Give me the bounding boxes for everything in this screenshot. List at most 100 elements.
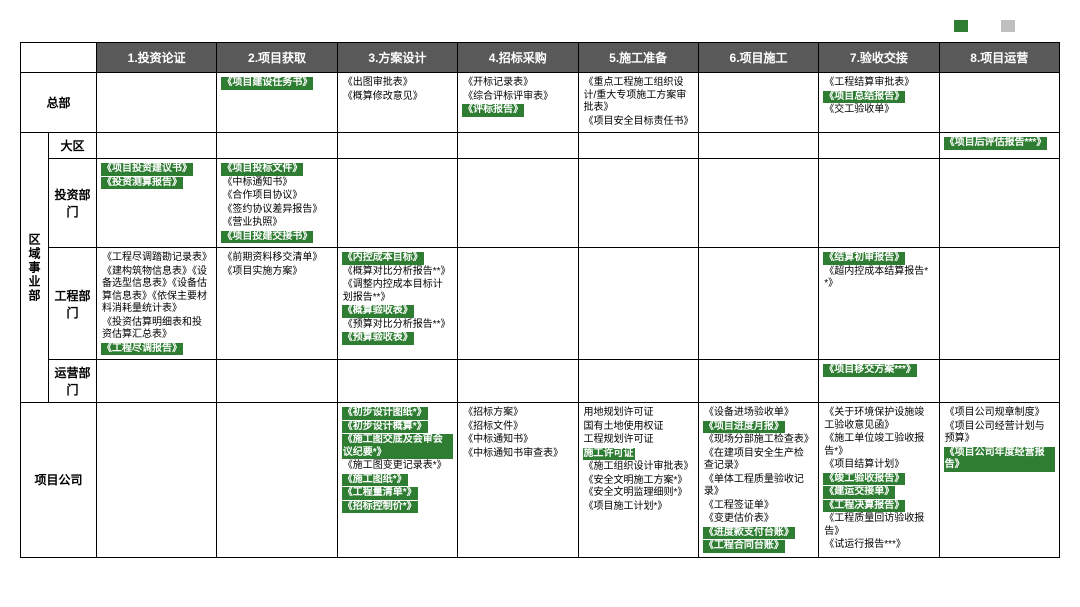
doc-item: 《现场分部施工检查表》 (703, 434, 814, 447)
cell: 《关于环境保护设施竣工验收意见函》《施工单位竣工验收报告*》《项目结算计划》《竣… (819, 403, 939, 558)
cell: 《开标记录表》《综合评标评审表》《评标报告》 (458, 73, 578, 133)
doc-item-highlight: 《初步设计图纸*》 (342, 407, 428, 420)
cell (97, 403, 217, 558)
cell (217, 360, 337, 403)
doc-item-highlight: 《初步设计概算*》 (342, 421, 428, 434)
doc-item: 《单体工程质量验收记录》 (703, 474, 814, 499)
doc-item: 《工程尽调踏勘记录表》 (101, 252, 212, 265)
table-row: 投资部门《项目投资建议书》《投资测算报告》《项目投标文件》《中标通知书》《合作项… (21, 159, 1060, 248)
doc-item: 《重点工程施工组织设计/重大专项施工方案审批表》 (583, 77, 694, 115)
doc-item-highlight: 《预算验收表》 (342, 332, 414, 345)
doc-item: 《出图审批表》 (342, 77, 414, 90)
doc-item: 《预算对比分析报告**》 (342, 319, 452, 332)
cell: 《前期资料移交清单》《项目实施方案》 (217, 248, 337, 360)
cell (337, 360, 457, 403)
doc-item-highlight: 《施工图交底及会审会议纪要*》 (342, 434, 453, 459)
doc-item: 《交工验收单》 (823, 104, 895, 117)
col-7: 7.验收交接 (819, 43, 939, 73)
subrow-label: 大区 (49, 133, 97, 159)
cell: 《项目投标文件》《中标通知书》《合作项目协议》《签约协议差异报告》《营业执照》《… (217, 159, 337, 248)
cell: 《结算初审报告》《超内控成本结算报告**》 (819, 248, 939, 360)
rowgroup-label: 项目公司 (21, 403, 97, 558)
table-row: 项目公司《初步设计图纸*》《初步设计概算*》《施工图交底及会审会议纪要*》《施工… (21, 403, 1060, 558)
cell (97, 73, 217, 133)
doc-item-highlight: 《评标报告》 (462, 104, 524, 117)
cell (458, 159, 578, 248)
cell: 《工程结算审批表》《项目总结报告》《交工验收单》 (819, 73, 939, 133)
table-row: 运营部门《项目移交方案***》 (21, 360, 1060, 403)
doc-item: 《概算修改意见》 (342, 91, 424, 104)
cell: 《项目公司规章制度》《项目公司经营计划与预算》《项目公司年度经营报告》 (939, 403, 1059, 558)
doc-item-highlight: 《项目移交方案***》 (823, 364, 917, 377)
doc-item: 工程规划许可证 (583, 434, 655, 447)
doc-item: 《在建项目安全生产检查记录》 (703, 448, 814, 473)
cell (578, 360, 698, 403)
cell (939, 73, 1059, 133)
cell (698, 360, 818, 403)
doc-item-highlight: 《项目总结报告》 (823, 91, 905, 104)
col-2: 2.项目获取 (217, 43, 337, 73)
subrow-label: 工程部门 (49, 248, 97, 360)
cell (458, 248, 578, 360)
table-row: 区域事业部大区《项目后评估报告***》 (21, 133, 1060, 159)
doc-item: 《项目实施方案》 (221, 266, 303, 279)
doc-item-highlight: 《工程尽调报告》 (101, 343, 183, 356)
col-1: 1.投资论证 (97, 43, 217, 73)
cell (217, 133, 337, 159)
doc-item: 《施工组织设计审批表》 (583, 461, 694, 474)
doc-item-highlight: 《项目投建交接书》 (221, 231, 313, 244)
cell: 《初步设计图纸*》《初步设计概算*》《施工图交底及会审会议纪要*》《施工图变更记… (337, 403, 457, 558)
doc-item-highlight: 《建运交接单》 (823, 486, 895, 499)
table-row: 总部《项目建设任务书》《出图审批表》《概算修改意见》《开标记录表》《综合评标评审… (21, 73, 1060, 133)
doc-item-highlight: 《结算初审报告》 (823, 252, 905, 265)
cell: 《工程尽调踏勘记录表》《建构筑物信息表》《设备选型信息表》《设备估算信息表》《依… (97, 248, 217, 360)
cell (458, 360, 578, 403)
doc-item: 《综合评标评审表》 (462, 91, 554, 104)
legend-item-neutral (1001, 20, 1020, 32)
rowgroup-label: 区域事业部 (21, 133, 49, 403)
cell (698, 248, 818, 360)
doc-item: 《中标通知书》 (221, 177, 293, 190)
doc-item-highlight: 《项目公司年度经营报告》 (944, 447, 1055, 472)
doc-item: 《营业执照》 (221, 217, 283, 230)
doc-item: 《施工单位竣工验收报告*》 (823, 433, 934, 458)
doc-item: 《工程质量回访验收报告》 (823, 513, 934, 538)
doc-item: 《项目公司规章制度》 (944, 407, 1046, 420)
doc-item-highlight: 《工程量清单*》 (342, 487, 418, 500)
header-blank (21, 43, 97, 73)
cell: 《项目后评估报告***》 (939, 133, 1059, 159)
cell (939, 248, 1059, 360)
doc-item: 《前期资料移交清单》 (221, 252, 323, 265)
cell (337, 133, 457, 159)
doc-item: 《投资估算明细表和投资估算汇总表》 (101, 317, 212, 342)
doc-item: 国有土地使用权证 (583, 421, 665, 434)
doc-item-highlight: 《进度款支付台账》 (703, 527, 795, 540)
doc-item-highlight: 《项目后评估报告***》 (944, 137, 1048, 150)
doc-item: 《项目施工计划*》 (583, 501, 669, 514)
col-3: 3.方案设计 (337, 43, 457, 73)
doc-item-highlight: 《施工图纸*》 (342, 474, 408, 487)
cell (698, 73, 818, 133)
doc-item: 《超内控成本结算报告**》 (823, 266, 934, 291)
doc-item: 《中标通知书审查表》 (462, 448, 564, 461)
header-row: 1.投资论证 2.项目获取 3.方案设计 4.招标采购 5.施工准备 6.项目施… (21, 43, 1060, 73)
doc-item: 《概算对比分析报告**》 (342, 266, 452, 279)
doc-item-highlight: 《项目投标文件》 (221, 163, 303, 176)
doc-item: 《施工图变更记录表*》 (342, 460, 448, 473)
table-body: 总部《项目建设任务书》《出图审批表》《概算修改意见》《开标记录表》《综合评标评审… (21, 73, 1060, 558)
cell: 《重点工程施工组织设计/重大专项施工方案审批表》《项目安全目标责任书》 (578, 73, 698, 133)
cell: 《招标方案》《招标文件》《中标通知书》《中标通知书审查表》 (458, 403, 578, 558)
doc-item: 《项目安全目标责任书》 (583, 116, 694, 129)
doc-item-highlight: 《投资测算报告》 (101, 177, 183, 190)
doc-item: 《开标记录表》 (462, 77, 534, 90)
cell (217, 403, 337, 558)
doc-item-highlight: 《竣工验收报告》 (823, 473, 905, 486)
doc-item: 用地规划许可证 (583, 407, 655, 420)
doc-item-highlight: 施工许可证 (583, 448, 635, 461)
doc-item: 《工程签证单》 (703, 500, 775, 513)
cell (819, 159, 939, 248)
legend-item-highlight (954, 20, 973, 32)
cell: 《设备进场验收单》《项目进度月报》《现场分部施工检查表》《在建项目安全生产检查记… (698, 403, 818, 558)
cell (458, 133, 578, 159)
cell: 《内控成本目标》《概算对比分析报告**》《调整内控成本目标计划报告**》《概算验… (337, 248, 457, 360)
